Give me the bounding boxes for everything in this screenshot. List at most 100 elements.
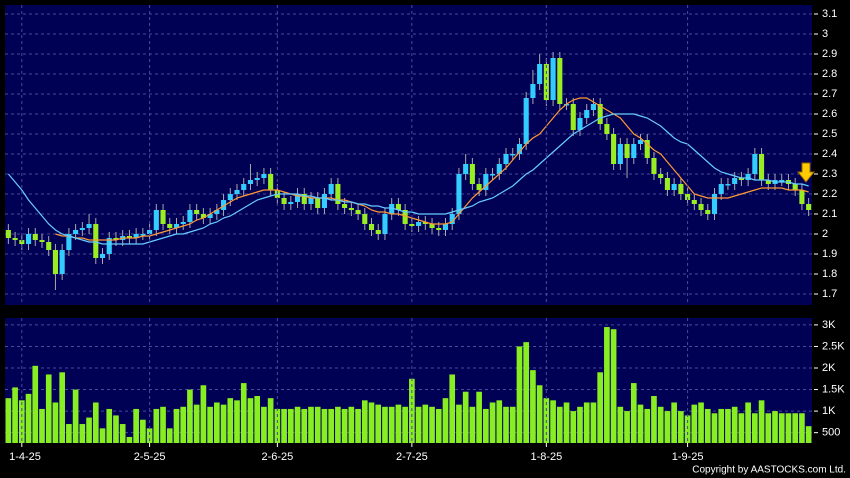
candle-body xyxy=(637,140,644,144)
candle-body xyxy=(234,190,240,194)
volume-bar xyxy=(678,411,684,443)
price-panel xyxy=(5,5,812,305)
volume-bar xyxy=(435,408,442,443)
candle-body xyxy=(617,144,623,164)
candle-body xyxy=(261,174,267,178)
volume-bar xyxy=(684,415,691,443)
volume-bar xyxy=(355,408,361,443)
volume-bar xyxy=(361,400,368,443)
volume-bar xyxy=(335,406,341,443)
candle-body xyxy=(705,210,711,214)
candle-body xyxy=(328,184,334,194)
candle-body xyxy=(537,64,543,84)
volume-bar xyxy=(456,404,462,443)
volume-bar xyxy=(597,372,603,443)
volume-bar xyxy=(59,372,65,443)
candle-body xyxy=(79,228,85,230)
volume-bar xyxy=(462,391,469,443)
volume-bar xyxy=(550,400,556,443)
volume-bar xyxy=(113,415,119,443)
volume-bar xyxy=(442,398,449,443)
volume-bar xyxy=(698,402,704,443)
candle-body xyxy=(335,184,341,204)
volume-bar xyxy=(86,417,92,443)
volume-bar xyxy=(657,406,664,443)
volume-bar xyxy=(570,411,577,443)
volume-bar xyxy=(516,346,523,443)
candle-body xyxy=(738,178,744,180)
candle-body xyxy=(133,234,139,238)
volume-bar xyxy=(590,402,597,443)
volume-bar xyxy=(785,413,792,443)
volume-bar xyxy=(476,391,482,443)
candle-body xyxy=(658,174,664,178)
y-tick-label: 2.7 xyxy=(822,88,837,100)
candle-body xyxy=(173,224,180,228)
volume-bar xyxy=(388,406,395,443)
volume-bar xyxy=(140,419,146,443)
volume-bar xyxy=(287,408,294,443)
candle-body xyxy=(86,224,92,228)
candle-body xyxy=(375,230,381,234)
candle-body xyxy=(194,210,200,214)
candle-body xyxy=(106,238,112,254)
volume-bar xyxy=(12,387,18,443)
volume-bar xyxy=(577,406,583,443)
candle-body xyxy=(745,174,751,180)
volume-bar xyxy=(637,404,644,443)
y-tick-label: 2.9 xyxy=(822,48,837,60)
x-tick-label: 2-6-25 xyxy=(261,451,293,463)
copyright: Copyright by AASTOCKS.com Ltd. xyxy=(692,465,846,476)
volume-bar xyxy=(778,413,785,443)
candle-body xyxy=(449,214,455,224)
y-tick-label: 3 xyxy=(822,28,828,40)
y-tick-label: 2.5K xyxy=(822,340,845,352)
volume-bar xyxy=(711,413,718,443)
candle-body xyxy=(308,198,314,204)
candle-body xyxy=(147,230,153,234)
candle-body xyxy=(644,140,650,158)
volume-bar xyxy=(160,406,166,443)
volume-bar xyxy=(530,370,536,443)
volume-bar xyxy=(449,374,456,443)
volume-bar xyxy=(368,402,375,443)
volume-bar xyxy=(126,436,133,443)
candle-body xyxy=(523,98,529,144)
volume-bar xyxy=(469,406,476,443)
moving-average-line xyxy=(55,97,809,241)
candle-body xyxy=(651,158,657,174)
candle-body xyxy=(698,204,704,210)
volume-bar xyxy=(745,402,751,443)
y-tick-label: 2.1 xyxy=(822,208,837,220)
volume-bar xyxy=(166,428,173,443)
volume-bar xyxy=(254,396,261,443)
volume-bar xyxy=(72,389,79,443)
volume-bar xyxy=(274,408,281,443)
volume-bar xyxy=(489,402,496,443)
candle-body xyxy=(806,204,812,210)
volume-bar xyxy=(39,408,45,443)
candle-body xyxy=(402,210,408,224)
candle-body xyxy=(597,104,603,124)
candle-body xyxy=(442,224,449,230)
candle-body xyxy=(490,174,496,176)
candle-body xyxy=(577,118,583,130)
volume-bar xyxy=(731,406,738,443)
volume-bar xyxy=(651,396,657,443)
volume-bar xyxy=(187,389,193,443)
volume-bar xyxy=(133,408,139,443)
candle-body xyxy=(200,214,206,218)
volume-bar xyxy=(348,406,355,443)
volume-bar xyxy=(765,413,772,443)
y-tick-label: 1.8 xyxy=(822,268,837,280)
volume-bar xyxy=(704,408,711,443)
candle-body xyxy=(422,222,428,224)
candle-body xyxy=(409,224,415,226)
candle-body xyxy=(362,214,368,224)
candle-body xyxy=(678,184,684,194)
x-tick-label: 1-9-25 xyxy=(672,451,704,463)
candle-body xyxy=(463,164,469,174)
candle-body xyxy=(39,240,45,242)
y-tick-label: 3K xyxy=(822,319,836,331)
